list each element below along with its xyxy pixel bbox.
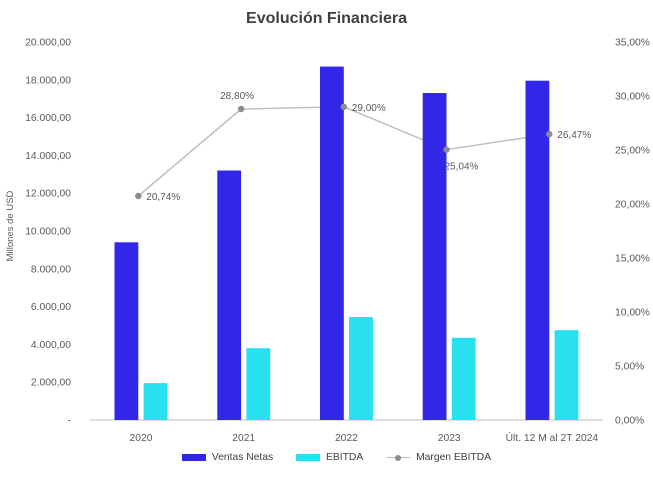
- svg-text:0,00%: 0,00%: [615, 416, 644, 427]
- svg-text:10,00%: 10,00%: [615, 308, 650, 319]
- svg-text:25,04%: 25,04%: [445, 162, 479, 173]
- svg-text:4.000,00: 4.000,00: [31, 340, 71, 351]
- svg-text:-: -: [68, 416, 71, 427]
- svg-text:15,00%: 15,00%: [615, 254, 650, 265]
- svg-text:18.000,00: 18.000,00: [25, 75, 71, 86]
- svg-text:25,00%: 25,00%: [615, 146, 650, 157]
- svg-text:28,80%: 28,80%: [220, 91, 254, 102]
- svg-text:26,47%: 26,47%: [557, 130, 591, 141]
- svg-text:2021: 2021: [232, 433, 255, 444]
- svg-text:8.000,00: 8.000,00: [31, 264, 71, 275]
- svg-text:2023: 2023: [438, 433, 461, 444]
- svg-text:35,00%: 35,00%: [615, 38, 650, 49]
- svg-text:5,00%: 5,00%: [615, 362, 644, 373]
- svg-text:20,00%: 20,00%: [615, 200, 650, 211]
- svg-text:2022: 2022: [335, 433, 358, 444]
- svg-text:16.000,00: 16.000,00: [25, 113, 71, 124]
- svg-text:Últ. 12 M al 2T 2024: Últ. 12 M al 2T 2024: [506, 431, 599, 444]
- svg-text:2020: 2020: [130, 433, 153, 444]
- svg-text:10.000,00: 10.000,00: [25, 227, 71, 238]
- svg-text:12.000,00: 12.000,00: [25, 189, 71, 200]
- svg-text:14.000,00: 14.000,00: [25, 151, 71, 162]
- svg-text:29,00%: 29,00%: [352, 103, 386, 114]
- svg-text:30,00%: 30,00%: [615, 92, 650, 103]
- svg-text:20.000,00: 20.000,00: [25, 38, 71, 49]
- svg-text:6.000,00: 6.000,00: [31, 302, 71, 313]
- svg-text:20,74%: 20,74%: [146, 192, 180, 203]
- svg-text:2.000,00: 2.000,00: [31, 378, 71, 389]
